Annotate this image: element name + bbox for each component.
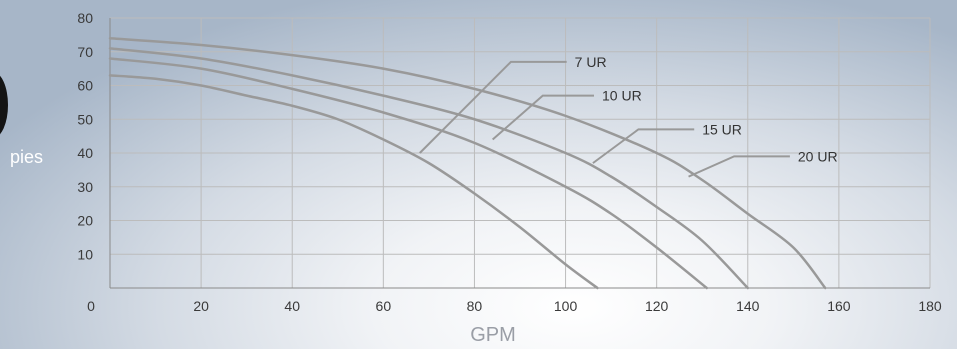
y-tick-label: 70 (77, 44, 93, 60)
y-tick-label: 30 (77, 179, 93, 195)
x-axis-label: GPM (470, 324, 516, 346)
x-tick-label: 140 (736, 298, 760, 314)
pump-image-fragment (0, 72, 8, 138)
y-tick-label: 10 (77, 246, 93, 262)
x-tick-label: 100 (554, 298, 578, 314)
series-line-7-ur (108, 74, 599, 290)
y-tick-label: 60 (77, 78, 93, 94)
curve-label-15-ur: 15 UR (702, 121, 742, 137)
series-line-10-ur (108, 57, 709, 290)
y-tick-label: 80 (77, 10, 93, 26)
series-group (108, 37, 827, 290)
x-tick-label: 0 (87, 298, 95, 314)
grid (110, 17, 931, 288)
x-tick-label: 40 (284, 298, 300, 314)
x-tick-label: 120 (645, 298, 669, 314)
series-line-15-ur (108, 47, 750, 290)
leader-line-10-ur (492, 94, 594, 141)
curve-label-10-ur: 10 UR (602, 88, 642, 104)
series-line-20-ur (108, 37, 827, 290)
curve-label-20-ur: 20 UR (798, 148, 838, 164)
x-tick-label: 60 (376, 298, 392, 314)
annotations: 7 UR 10 UR 15 UR 20 UR (419, 54, 838, 178)
y-tick-label: 40 (77, 145, 93, 161)
y-tick-label: 50 (77, 111, 93, 127)
leader-line-15-ur (592, 128, 695, 164)
y-tick-label: 20 (77, 213, 93, 229)
axes: 10 20 30 40 50 60 70 80 0 20 40 60 80 100 120 140 160 180 (77, 10, 941, 314)
curve-label-7-ur: 7 UR (575, 54, 607, 70)
x-tick-label: 180 (918, 298, 942, 314)
leader-line-7-ur (419, 60, 567, 154)
leader-line-20-ur (688, 155, 790, 178)
y-axis-label: pies (10, 147, 44, 167)
x-tick-label: 80 (467, 298, 483, 314)
x-tick-label: 160 (827, 298, 851, 314)
x-tick-label: 20 (193, 298, 209, 314)
